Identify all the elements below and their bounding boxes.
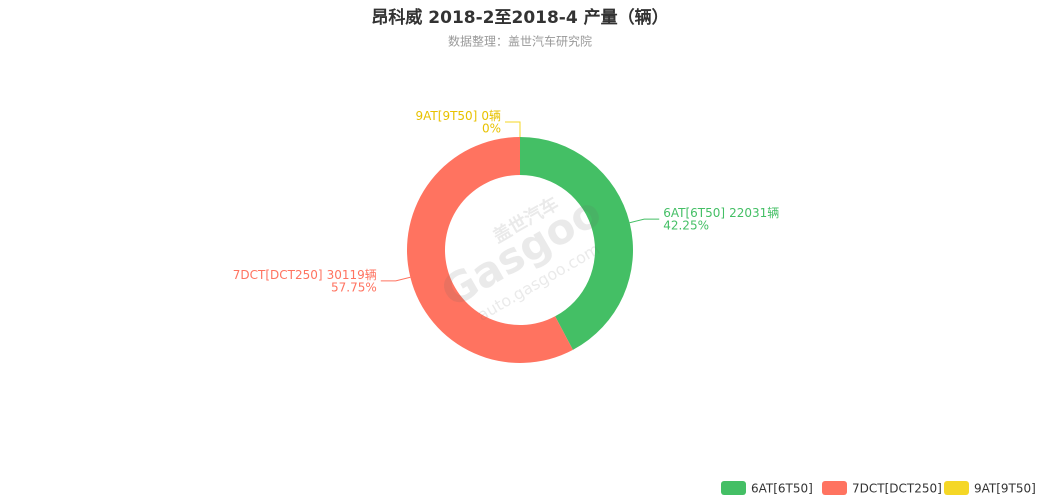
- percent-label: 42.25%: [663, 219, 709, 233]
- data-label: 9AT[9T50] 0辆: [416, 109, 501, 123]
- label-line: [629, 218, 660, 224]
- legend-swatch: [822, 481, 847, 495]
- label-category: 9AT[9T50]: [416, 109, 478, 123]
- legend-swatch: [721, 481, 746, 495]
- chart-title: 昂科威 2018-2至2018-4 产量（辆）: [371, 7, 668, 28]
- label-value: 0辆: [481, 109, 501, 123]
- percent-label: 57.75%: [331, 280, 377, 294]
- label-line: [505, 121, 521, 137]
- percent-label: 0%: [482, 122, 501, 136]
- donut-slice: [406, 137, 573, 363]
- label-category: 7DCT[DCT250]: [233, 267, 323, 281]
- legend-swatch: [944, 481, 969, 495]
- label-value: 30119辆: [327, 267, 377, 281]
- legend-label: 7DCT[DCT250]: [852, 482, 942, 496]
- data-label: 7DCT[DCT250] 30119辆: [233, 267, 377, 281]
- data-label: 6AT[6T50] 22031辆: [663, 206, 779, 220]
- chart-subtitle: 数据整理：盖世汽车研究院: [448, 34, 592, 49]
- label-line: [380, 276, 411, 282]
- donut-slice: [520, 137, 633, 350]
- legend-label: 6AT[6T50]: [751, 482, 813, 496]
- legend-label: 9AT[9T50]: [974, 482, 1036, 496]
- label-category: 6AT[6T50]: [663, 206, 725, 220]
- label-value: 22031辆: [729, 206, 779, 220]
